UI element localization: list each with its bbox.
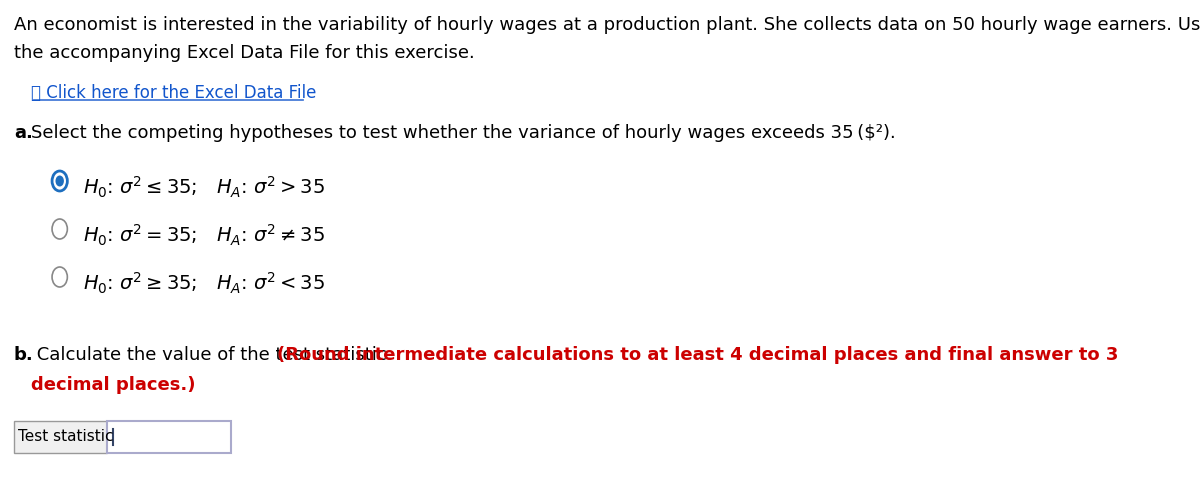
Text: decimal places.): decimal places.)	[31, 376, 196, 394]
Text: Calculate the value of the test statistic.: Calculate the value of the test statisti…	[31, 346, 398, 364]
Text: $H_0$: $\sigma^2 \leq 35$;   $H_A$: $\sigma^2 > 35$: $H_0$: $\sigma^2 \leq 35$; $H_A$: $\sigm…	[83, 175, 325, 200]
Text: (Round intermediate calculations to at least 4 decimal places and final answer t: (Round intermediate calculations to at l…	[277, 346, 1118, 364]
Text: $H_0$: $\sigma^2 \geq 35$;   $H_A$: $\sigma^2 < 35$: $H_0$: $\sigma^2 \geq 35$; $H_A$: $\sigm…	[83, 271, 325, 296]
FancyBboxPatch shape	[13, 421, 107, 453]
Text: Test statistic: Test statistic	[18, 430, 114, 444]
Text: ⎙ Click here for the Excel Data File: ⎙ Click here for the Excel Data File	[31, 84, 316, 102]
Circle shape	[55, 175, 64, 187]
Text: Select the competing hypotheses to test whether the variance of hourly wages exc: Select the competing hypotheses to test …	[31, 124, 895, 142]
Text: the accompanying Excel Data File for this exercise.: the accompanying Excel Data File for thi…	[13, 44, 474, 62]
Text: a.: a.	[13, 124, 32, 142]
Text: An economist is interested in the variability of hourly wages at a production pl: An economist is interested in the variab…	[13, 16, 1200, 34]
FancyBboxPatch shape	[107, 421, 232, 453]
Text: b.: b.	[13, 346, 34, 364]
Text: $H_0$: $\sigma^2 = 35$;   $H_A$: $\sigma^2 \neq 35$: $H_0$: $\sigma^2 = 35$; $H_A$: $\sigma^2…	[83, 223, 325, 248]
